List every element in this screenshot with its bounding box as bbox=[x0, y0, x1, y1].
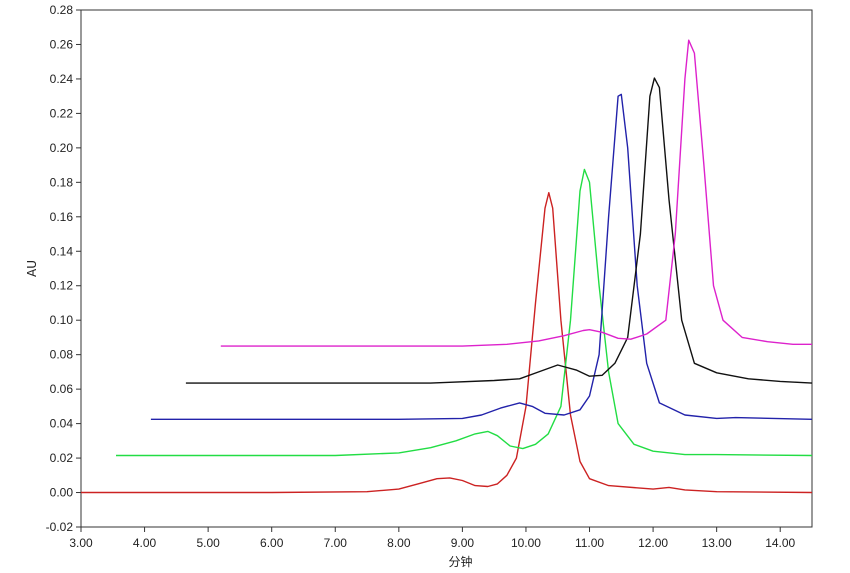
x-axis-label: 分钟 bbox=[448, 554, 472, 569]
x-tick-label: 9.00 bbox=[451, 536, 475, 550]
y-tick-label: 0.08 bbox=[50, 348, 74, 362]
plot-frame bbox=[80, 9, 813, 528]
y-tick-label: 0.16 bbox=[50, 210, 74, 224]
y-tick-label: 0.06 bbox=[50, 382, 74, 396]
y-tick-label: 0.12 bbox=[50, 279, 74, 293]
y-tick-label: 0.28 bbox=[50, 3, 74, 17]
x-tick-label: 4.00 bbox=[133, 536, 157, 550]
y-tick-label: 0.04 bbox=[50, 417, 74, 431]
x-tick-label: 5.00 bbox=[196, 536, 220, 550]
series-line-3 bbox=[150, 93, 813, 420]
x-tick-label: 10.00 bbox=[511, 536, 541, 550]
x-tick-label: 3.00 bbox=[69, 536, 93, 550]
y-tick-label: 0.20 bbox=[50, 141, 74, 155]
x-tick-label: 6.00 bbox=[260, 536, 284, 550]
series-line-4 bbox=[185, 77, 813, 384]
y-tick-label: 0.00 bbox=[50, 486, 74, 500]
x-tick-label: 14.00 bbox=[765, 536, 795, 550]
y-tick-label: 0.18 bbox=[50, 175, 74, 189]
y-tick-label: 0.02 bbox=[50, 451, 74, 465]
x-axis-ticks: 3.00 4.00 5.00 6.00 7.00 8.00 9.00 10.00 11.00 12… bbox=[69, 527, 796, 550]
y-tick-label: 0.26 bbox=[50, 37, 74, 51]
x-tick-label: 11.00 bbox=[575, 536, 604, 550]
series-line-2 bbox=[116, 168, 813, 457]
y-axis-label: AU bbox=[25, 260, 39, 277]
y-tick-label: 0.10 bbox=[50, 313, 74, 327]
y-tick-label: 0.22 bbox=[50, 106, 74, 120]
series-line-5 bbox=[220, 39, 812, 347]
y-tick-label: 0.14 bbox=[50, 244, 74, 258]
x-tick-label: 13.00 bbox=[702, 536, 732, 550]
series-line-1 bbox=[81, 192, 813, 494]
series-lines bbox=[81, 39, 813, 494]
y-axis-ticks: -0.02 0.00 0.02 0.04 0.06 0.08 0.10 0.12 0.14 0.1… bbox=[46, 3, 81, 534]
y-tick-label: -0.02 bbox=[46, 520, 74, 534]
x-tick-label: 8.00 bbox=[387, 536, 411, 550]
y-tick-label: 0.24 bbox=[50, 72, 74, 86]
x-tick-label: 7.00 bbox=[324, 536, 348, 550]
x-tick-label: 12.00 bbox=[638, 536, 668, 550]
